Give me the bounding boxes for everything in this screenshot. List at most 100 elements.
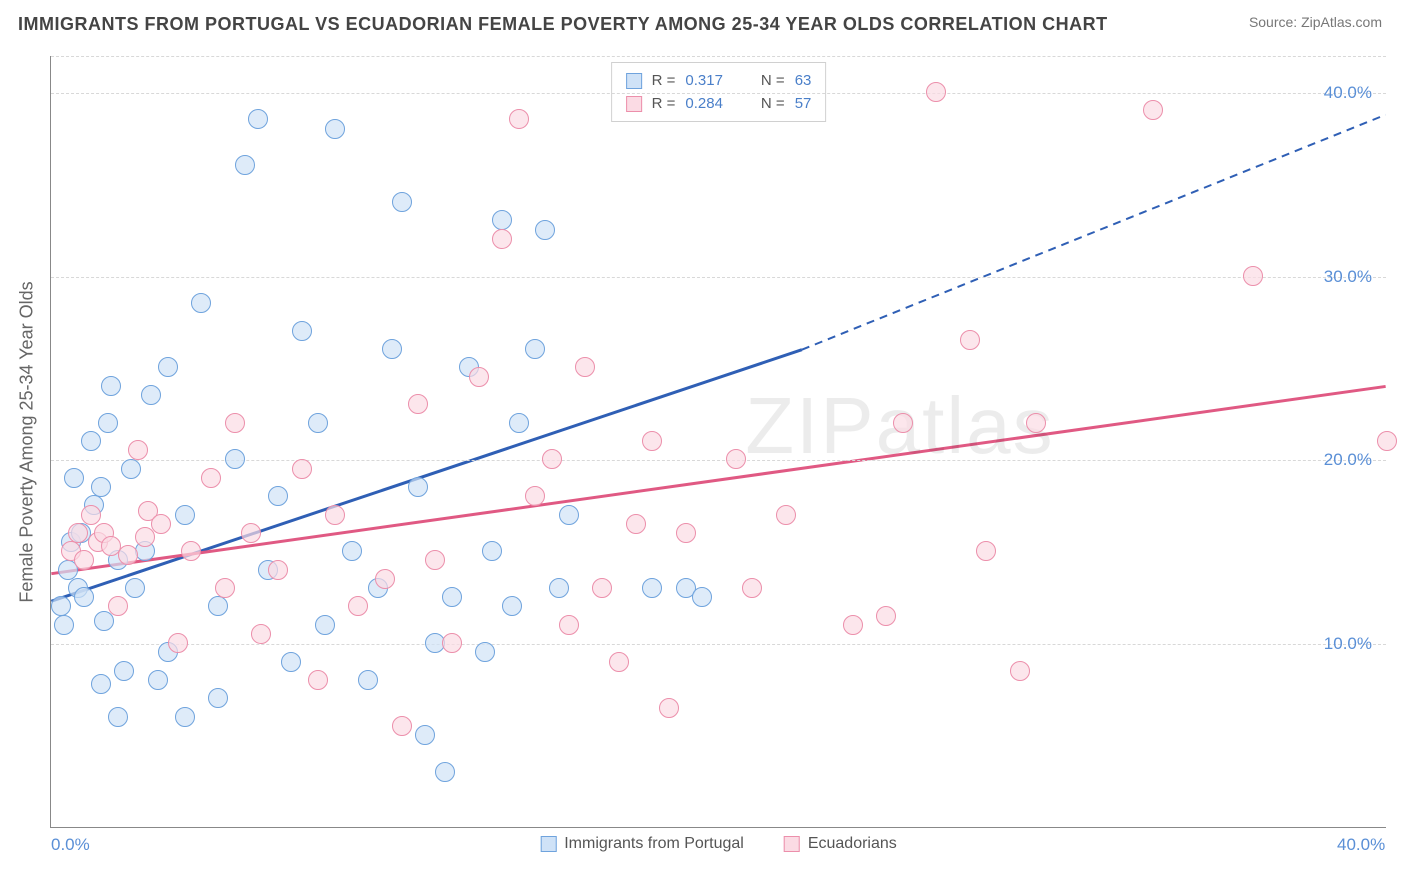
data-point-ecuadorians — [609, 652, 629, 672]
stats-row-ecuadorians: R =0.284N =57 — [626, 92, 812, 115]
data-point-portugal — [642, 578, 662, 598]
data-point-portugal — [325, 119, 345, 139]
data-point-ecuadorians — [776, 505, 796, 525]
data-point-portugal — [148, 670, 168, 690]
data-point-ecuadorians — [1026, 413, 1046, 433]
data-point-ecuadorians — [876, 606, 896, 626]
data-point-ecuadorians — [151, 514, 171, 534]
data-point-ecuadorians — [642, 431, 662, 451]
gridline — [51, 56, 1386, 57]
data-point-ecuadorians — [108, 596, 128, 616]
data-point-ecuadorians — [442, 633, 462, 653]
data-point-portugal — [141, 385, 161, 405]
data-point-portugal — [108, 707, 128, 727]
source-link[interactable]: ZipAtlas.com — [1301, 14, 1382, 30]
data-point-portugal — [442, 587, 462, 607]
r-value: 0.317 — [685, 72, 723, 89]
data-point-portugal — [175, 505, 195, 525]
n-label: N = — [761, 72, 785, 89]
data-point-portugal — [191, 293, 211, 313]
data-point-ecuadorians — [181, 541, 201, 561]
y-tick-label: 30.0% — [1324, 267, 1372, 287]
data-point-ecuadorians — [1010, 661, 1030, 681]
data-point-portugal — [435, 762, 455, 782]
y-tick-label: 20.0% — [1324, 450, 1372, 470]
x-tick-label: 0.0% — [51, 835, 90, 855]
data-point-portugal — [292, 321, 312, 341]
data-point-ecuadorians — [742, 578, 762, 598]
data-point-portugal — [248, 109, 268, 129]
data-point-portugal — [408, 477, 428, 497]
data-point-portugal — [175, 707, 195, 727]
data-point-ecuadorians — [375, 569, 395, 589]
data-point-ecuadorians — [81, 505, 101, 525]
data-point-portugal — [125, 578, 145, 598]
trend-line-dashed-portugal — [802, 115, 1386, 350]
data-point-ecuadorians — [843, 615, 863, 635]
series-legend: Immigrants from PortugalEcuadorians — [540, 835, 897, 853]
data-point-ecuadorians — [960, 330, 980, 350]
data-point-ecuadorians — [676, 523, 696, 543]
data-point-ecuadorians — [559, 615, 579, 635]
data-point-portugal — [114, 661, 134, 681]
legend-swatch — [784, 836, 800, 852]
data-point-ecuadorians — [575, 357, 595, 377]
legend-item-portugal: Immigrants from Portugal — [540, 835, 744, 853]
data-point-ecuadorians — [509, 109, 529, 129]
y-tick-label: 40.0% — [1324, 83, 1372, 103]
gridline — [51, 277, 1386, 278]
data-point-portugal — [121, 459, 141, 479]
data-point-portugal — [91, 674, 111, 694]
gridline — [51, 644, 1386, 645]
chart-container: IMMIGRANTS FROM PORTUGAL VS ECUADORIAN F… — [0, 0, 1406, 892]
data-point-portugal — [98, 413, 118, 433]
data-point-ecuadorians — [325, 505, 345, 525]
data-point-portugal — [64, 468, 84, 488]
n-value: 63 — [795, 72, 812, 89]
data-point-ecuadorians — [659, 698, 679, 718]
n-value: 57 — [795, 95, 812, 112]
data-point-portugal — [549, 578, 569, 598]
chart-title: IMMIGRANTS FROM PORTUGAL VS ECUADORIAN F… — [18, 14, 1108, 35]
data-point-portugal — [492, 210, 512, 230]
data-point-ecuadorians — [1243, 266, 1263, 286]
data-point-portugal — [509, 413, 529, 433]
data-point-ecuadorians — [592, 578, 612, 598]
data-point-ecuadorians — [292, 459, 312, 479]
data-point-portugal — [475, 642, 495, 662]
y-tick-label: 10.0% — [1324, 634, 1372, 654]
data-point-ecuadorians — [626, 514, 646, 534]
data-point-portugal — [482, 541, 502, 561]
data-point-ecuadorians — [976, 541, 996, 561]
data-point-portugal — [525, 339, 545, 359]
data-point-ecuadorians — [308, 670, 328, 690]
data-point-ecuadorians — [225, 413, 245, 433]
data-point-ecuadorians — [726, 449, 746, 469]
data-point-portugal — [225, 449, 245, 469]
gridline — [51, 460, 1386, 461]
data-point-portugal — [281, 652, 301, 672]
data-point-portugal — [54, 615, 74, 635]
data-point-ecuadorians — [926, 82, 946, 102]
data-point-ecuadorians — [1377, 431, 1397, 451]
data-point-ecuadorians — [168, 633, 188, 653]
data-point-ecuadorians — [525, 486, 545, 506]
data-point-portugal — [502, 596, 522, 616]
data-point-portugal — [51, 596, 71, 616]
r-label: R = — [652, 95, 676, 112]
data-point-ecuadorians — [241, 523, 261, 543]
data-point-portugal — [81, 431, 101, 451]
source-attribution: Source: ZipAtlas.com — [1249, 14, 1382, 30]
legend-swatch — [626, 96, 642, 112]
data-point-portugal — [559, 505, 579, 525]
r-value: 0.284 — [685, 95, 723, 112]
data-point-ecuadorians — [251, 624, 271, 644]
data-point-ecuadorians — [392, 716, 412, 736]
data-point-portugal — [315, 615, 335, 635]
source-label: Source: — [1249, 14, 1301, 30]
data-point-ecuadorians — [135, 527, 155, 547]
data-point-portugal — [208, 596, 228, 616]
data-point-ecuadorians — [201, 468, 221, 488]
data-point-portugal — [308, 413, 328, 433]
data-point-ecuadorians — [408, 394, 428, 414]
